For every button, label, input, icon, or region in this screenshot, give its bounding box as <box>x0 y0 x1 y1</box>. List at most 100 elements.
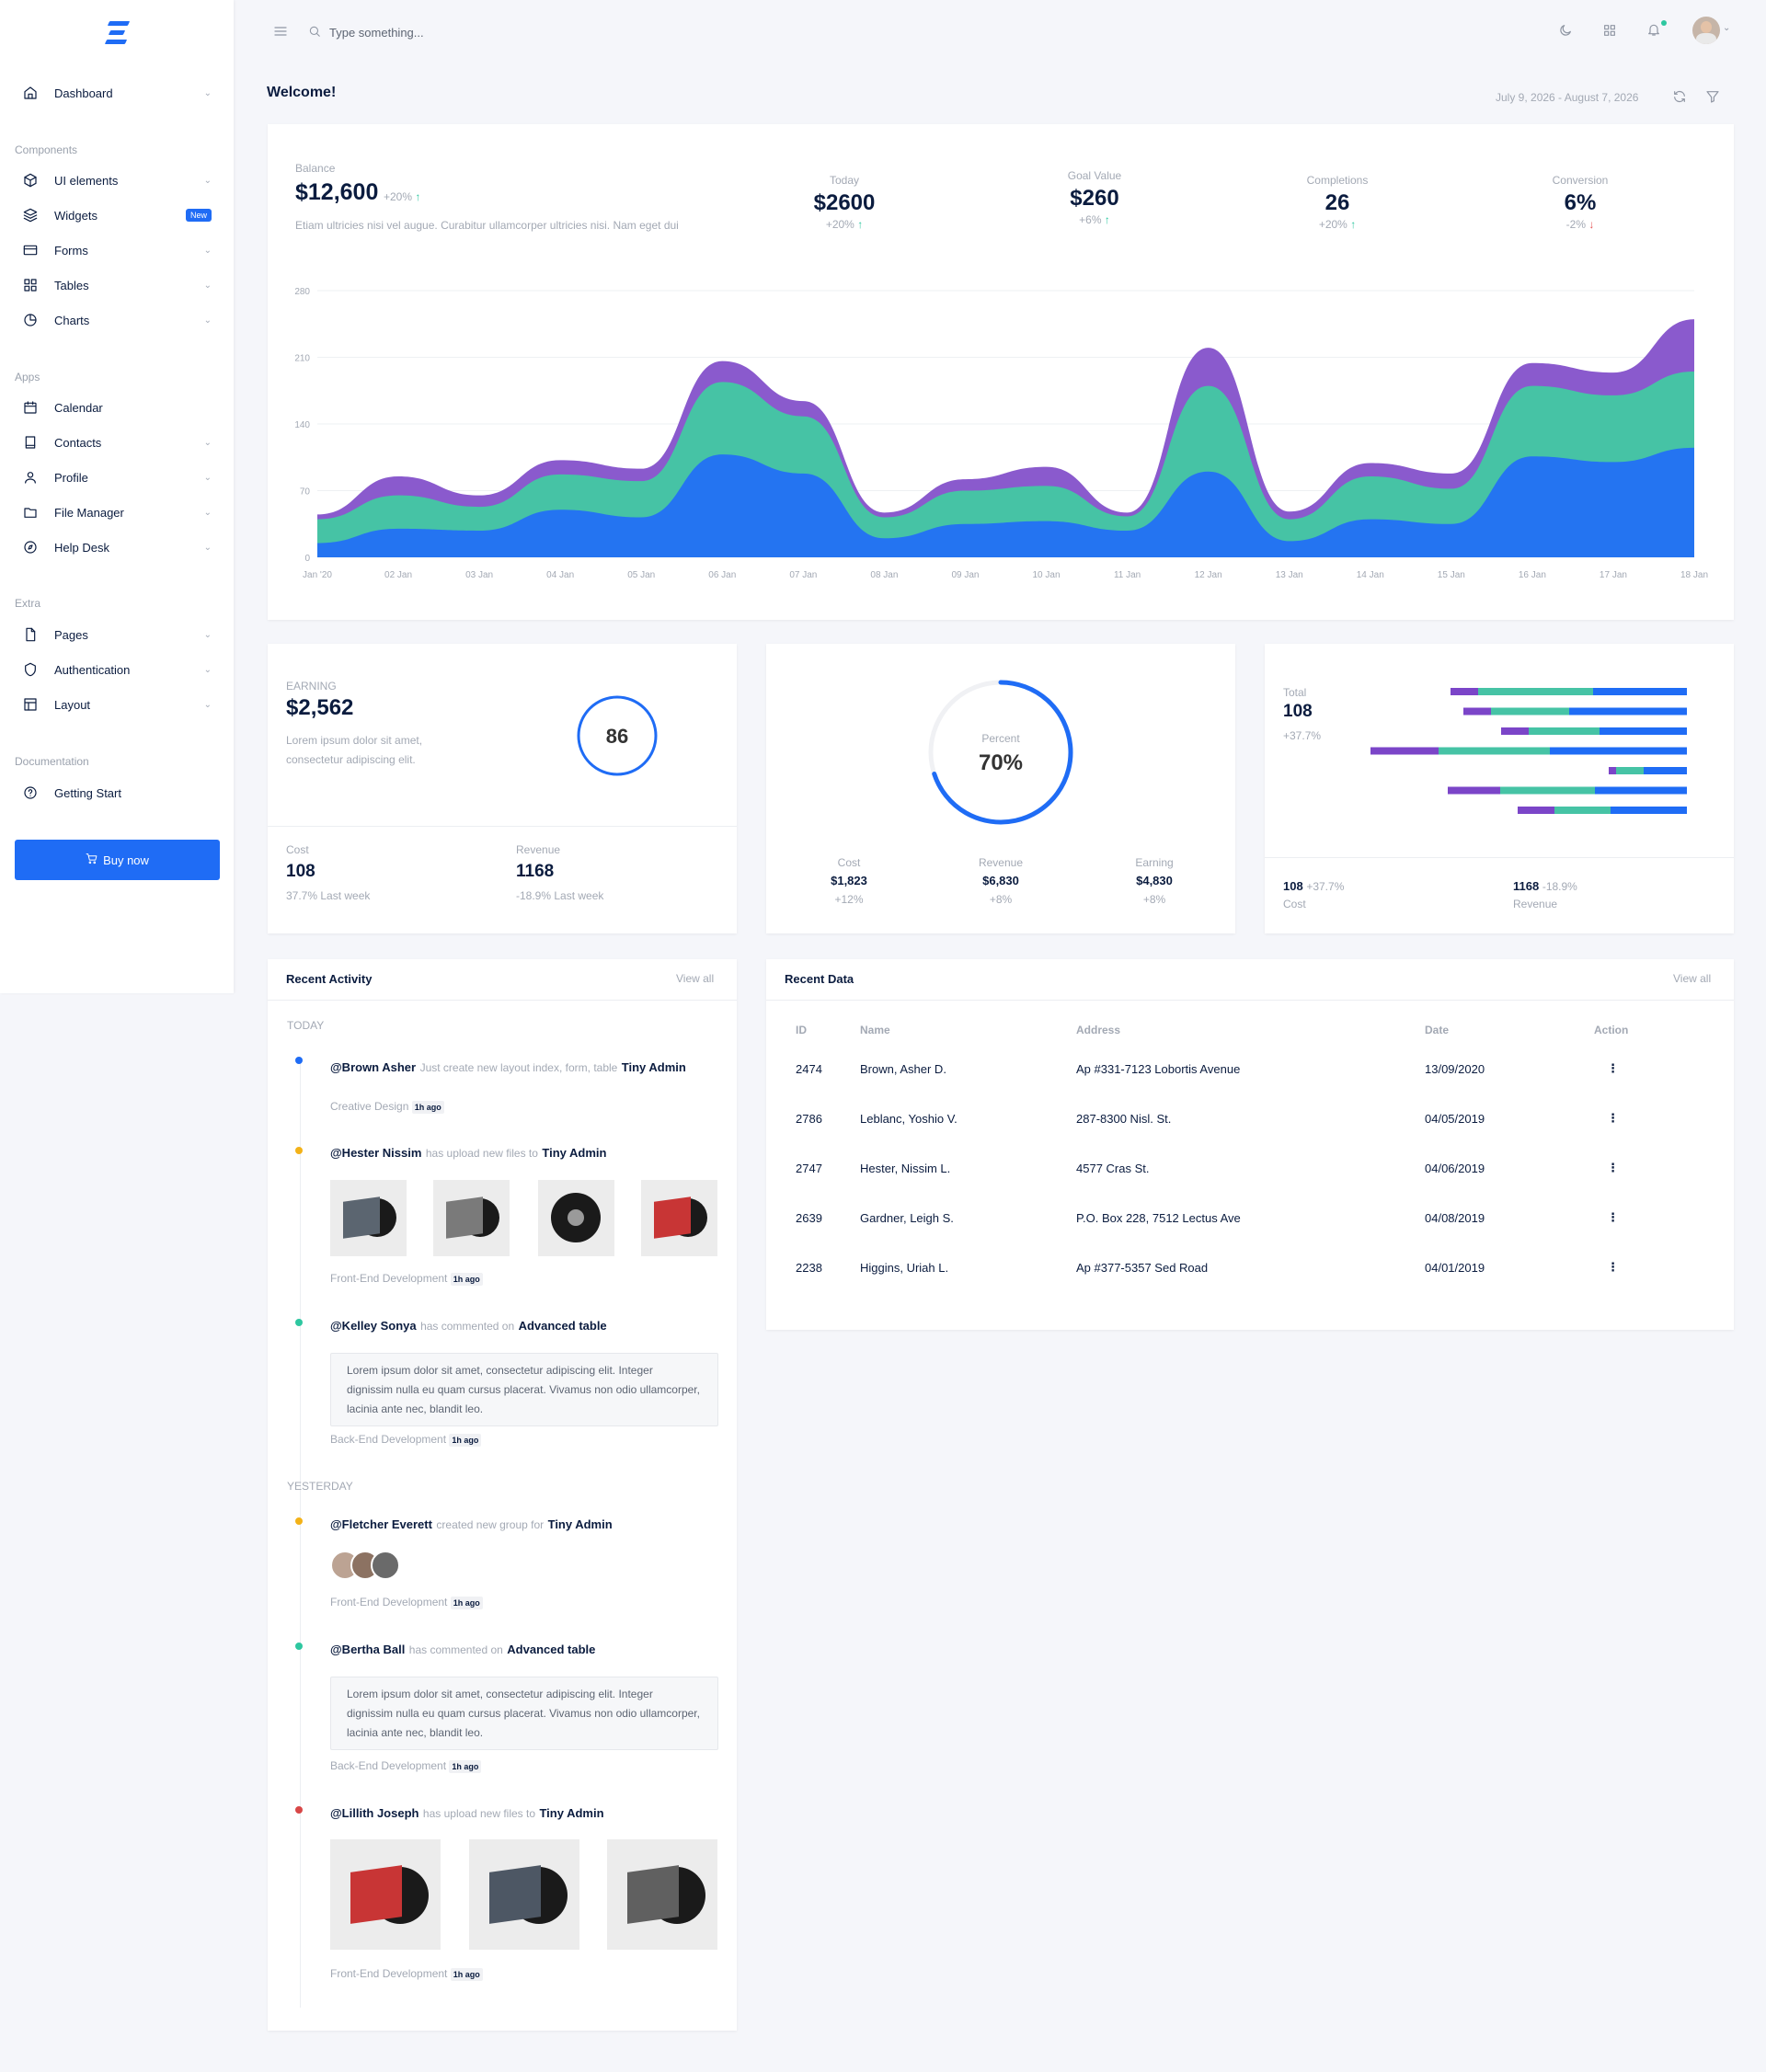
moon-icon[interactable] <box>1558 23 1573 42</box>
cell-date: 04/08/2019 <box>1425 1210 1485 1225</box>
sidebar-item-file-manager[interactable]: File Manager ⌄ <box>22 500 212 524</box>
activity-user-link[interactable]: @Bertha Ball <box>330 1643 406 1656</box>
percent-item-revenue: Revenue $6,830 +8% <box>959 856 1042 906</box>
divider <box>1265 857 1734 858</box>
chevron-down-icon[interactable]: ⌄ <box>1723 23 1731 33</box>
activity-user-link[interactable]: @Kelley Sonya <box>330 1319 417 1333</box>
cell-name: Hester, Nissim L. <box>860 1161 951 1175</box>
sidebar-item-pages[interactable]: Pages ⌄ <box>22 623 212 647</box>
view-all-link[interactable]: View all <box>676 972 715 985</box>
user-icon <box>22 469 39 486</box>
stat-today: Today $2600 +20% ↑ <box>780 174 909 231</box>
activity-tag: Front-End Development <box>330 1967 448 1980</box>
app-logo[interactable] <box>104 21 131 45</box>
table-row[interactable]: 2639 Gardner, Leigh S. P.O. Box 228, 751… <box>766 1193 1734 1242</box>
table-row[interactable]: 2747 Hester, Nissim L. 4577 Cras St. 04/… <box>766 1143 1734 1193</box>
file-thumbnail[interactable] <box>641 1180 717 1256</box>
gauge-value: 86 <box>605 725 629 748</box>
activity-user-link[interactable]: @Brown Asher <box>330 1060 417 1074</box>
more-vertical-icon[interactable]: ⋮ <box>1607 1260 1619 1274</box>
cost-label: Cost <box>286 843 309 856</box>
item-change: +8% <box>989 893 1013 906</box>
arrow-up-icon: ↑ <box>415 190 421 203</box>
sidebar-item-contacts[interactable]: Contacts ⌄ <box>22 430 212 454</box>
file-thumbnail[interactable] <box>433 1180 510 1256</box>
activity-target-link[interactable]: Advanced table <box>507 1643 596 1656</box>
sidebar-item-ui-elements[interactable]: UI elements ⌄ <box>22 168 212 192</box>
x-tick-label: 16 Jan <box>1519 570 1546 580</box>
divider <box>268 1000 737 1001</box>
group-label-yesterday: YESTERDAY <box>287 1480 353 1493</box>
time-badge: 1h ago <box>449 1434 482 1447</box>
sidebar-item-forms[interactable]: Forms ⌄ <box>22 238 212 262</box>
search-input[interactable] <box>329 23 605 41</box>
avatar[interactable] <box>1692 17 1720 44</box>
menu-toggle-icon[interactable] <box>273 24 288 43</box>
recent-data-table: ID Name Address Date Action 2474 Brown, … <box>766 1016 1734 1292</box>
more-vertical-icon[interactable]: ⋮ <box>1607 1061 1619 1075</box>
pie-chart-icon <box>22 312 39 328</box>
apps-grid-icon[interactable] <box>1602 23 1617 42</box>
sidebar-item-getting-start[interactable]: Getting Start <box>22 781 212 805</box>
item-label: Earning <box>1135 856 1174 869</box>
file-thumbnail[interactable] <box>330 1839 441 1950</box>
sidebar-item-profile[interactable]: Profile ⌄ <box>22 465 212 489</box>
buy-now-button[interactable]: Buy now <box>15 840 220 880</box>
stacked-bar-chart <box>1370 688 1687 814</box>
column-header: Action <box>1594 1024 1629 1036</box>
table-row[interactable]: 2786 Leblanc, Yoshio V. 287-8300 Nisl. S… <box>766 1093 1734 1143</box>
table-row[interactable]: 2474 Brown, Asher D. Ap #331-7123 Lobort… <box>766 1044 1734 1093</box>
compass-icon <box>22 539 39 555</box>
stat-value: 26 <box>1324 190 1350 215</box>
file-thumbnail[interactable] <box>538 1180 614 1256</box>
section-label-apps: Apps <box>15 371 40 383</box>
bell-icon[interactable] <box>1646 22 1661 41</box>
sidebar-item-tables[interactable]: Tables ⌄ <box>22 273 212 297</box>
sidebar-item-help-desk[interactable]: Help Desk ⌄ <box>22 535 212 559</box>
bar-segment-blue <box>1644 767 1687 774</box>
sidebar-item-layout[interactable]: Layout ⌄ <box>22 693 212 716</box>
item-label: Revenue <box>978 856 1024 869</box>
sidebar-item-label: Layout <box>54 697 91 712</box>
more-vertical-icon[interactable]: ⋮ <box>1607 1161 1619 1174</box>
activity-user-link[interactable]: @Hester Nissim <box>330 1146 422 1160</box>
activity-target-link[interactable]: Tiny Admin <box>542 1146 607 1160</box>
file-thumbnail[interactable] <box>607 1839 717 1950</box>
stat-label: Goal Value <box>1067 169 1122 182</box>
activity-target-link[interactable]: Tiny Admin <box>621 1060 686 1074</box>
sidebar-item-dashboard[interactable]: Dashboard ⌄ <box>22 81 212 105</box>
x-tick-label: 11 Jan <box>1114 570 1141 580</box>
view-all-link[interactable]: View all <box>1673 972 1712 985</box>
bar-segment-blue <box>1569 707 1687 715</box>
notification-dot <box>1661 20 1667 26</box>
cell-address: Ap #377-5357 Sed Road <box>1076 1260 1209 1275</box>
activity-item: @Hester Nissim has upload new files to T… <box>330 1145 717 1162</box>
more-vertical-icon[interactable]: ⋮ <box>1607 1111 1619 1125</box>
activity-user-link[interactable]: @Lillith Joseph <box>330 1806 419 1820</box>
cell-date: 04/06/2019 <box>1425 1161 1485 1175</box>
cell-id: 2238 <box>796 1260 822 1275</box>
sidebar-item-widgets[interactable]: Widgets New <box>22 203 212 227</box>
x-tick-label: 12 Jan <box>1195 570 1222 580</box>
file-thumbnail[interactable] <box>330 1180 407 1256</box>
refresh-icon[interactable] <box>1672 89 1687 109</box>
member-avatar[interactable] <box>371 1551 400 1580</box>
time-badge: 1h ago <box>450 1968 483 1981</box>
x-tick-label: 08 Jan <box>870 570 898 580</box>
total-label: Total <box>1283 686 1307 699</box>
more-vertical-icon[interactable]: ⋮ <box>1607 1210 1619 1224</box>
table-row[interactable]: 2238 Higgins, Uriah L. Ap #377-5357 Sed … <box>766 1242 1734 1292</box>
file-thumbnail[interactable] <box>469 1839 579 1950</box>
activity-target-link[interactable]: Advanced table <box>518 1319 607 1333</box>
activity-target-link[interactable]: Tiny Admin <box>539 1806 604 1820</box>
filter-icon[interactable] <box>1705 89 1720 109</box>
buy-now-label: Buy now <box>103 853 149 867</box>
balance-value: $12,600 <box>295 179 379 205</box>
activity-user-link[interactable]: @Fletcher Everett <box>330 1517 432 1531</box>
sidebar-item-charts[interactable]: Charts ⌄ <box>22 308 212 332</box>
chevron-down-icon: ⌄ <box>203 664 212 675</box>
activity-target-link[interactable]: Tiny Admin <box>547 1517 613 1531</box>
sidebar-item-calendar[interactable]: Calendar <box>22 395 212 419</box>
date-range[interactable]: July 9, 2026 - August 7, 2026 <box>1496 91 1639 104</box>
sidebar-item-authentication[interactable]: Authentication ⌄ <box>22 658 212 681</box>
